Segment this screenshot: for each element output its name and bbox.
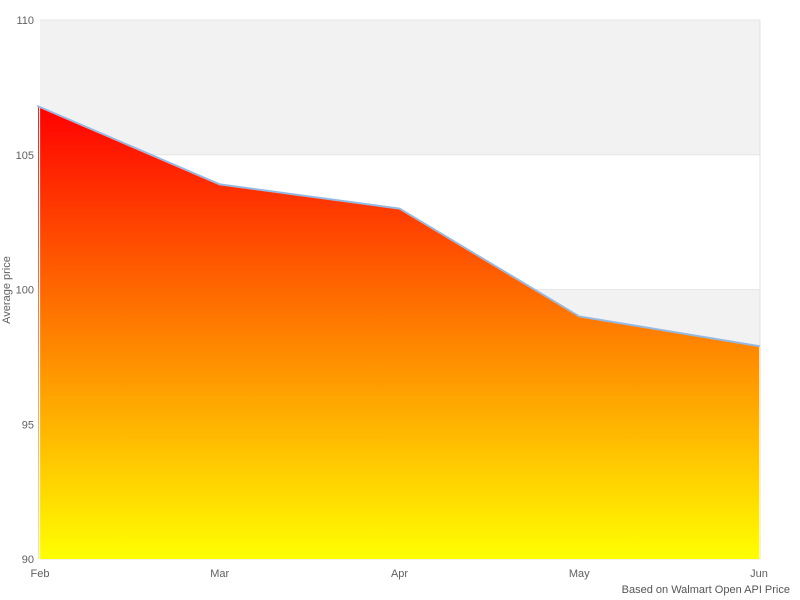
series-line xyxy=(37,105,760,348)
credits-text: Based on Walmart Open API Price xyxy=(622,584,790,596)
y-axis-labels: 90 95 100 105 110 xyxy=(16,15,34,566)
x-tick-label: May xyxy=(569,568,590,580)
plot-band xyxy=(40,20,760,155)
y-tick-label: 95 xyxy=(22,419,34,431)
x-tick-label: Feb xyxy=(31,568,50,580)
area-fill xyxy=(38,106,759,560)
y-tick-label: 100 xyxy=(16,285,34,297)
x-tick-label: Apr xyxy=(391,568,408,580)
y-tick-label: 105 xyxy=(16,150,34,162)
area-series xyxy=(37,105,760,560)
y-tick-label: 90 xyxy=(22,554,34,566)
y-tick-label: 110 xyxy=(16,15,34,27)
y-axis-title: Average price xyxy=(1,256,13,324)
x-tick-label: Mar xyxy=(210,568,229,580)
x-tick-label: Jun xyxy=(750,568,768,580)
x-axis-labels: Feb Mar Apr May Jun xyxy=(31,568,768,580)
